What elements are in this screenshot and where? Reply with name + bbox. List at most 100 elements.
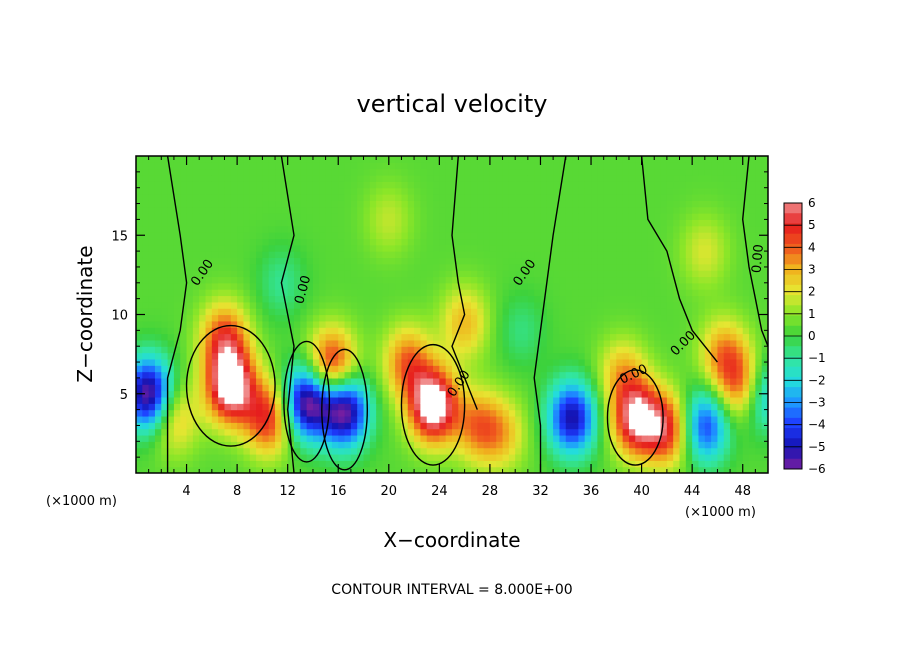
heat-cell — [173, 308, 181, 316]
heat-cell — [565, 371, 573, 379]
heat-cell — [300, 219, 308, 227]
heat-cell — [597, 257, 605, 265]
heat-cell — [142, 390, 150, 398]
heat-cell — [382, 409, 390, 417]
heat-cell — [730, 238, 737, 246]
heat-cell — [186, 422, 194, 430]
heat-cell — [401, 213, 409, 220]
heat-cell — [148, 232, 156, 240]
heat-cell — [730, 219, 737, 227]
heat-cell — [717, 206, 725, 214]
heat-cell — [527, 301, 535, 309]
heat-cell — [287, 270, 295, 278]
heat-cell — [344, 219, 352, 227]
heat-cell — [199, 251, 207, 259]
heat-cell — [610, 428, 617, 436]
heat-cell — [628, 453, 636, 461]
heat-cell — [173, 282, 181, 290]
heat-cell — [584, 308, 592, 316]
heat-cell — [180, 232, 188, 240]
heat-cell — [376, 168, 384, 176]
heat-cell — [180, 396, 188, 404]
heat-cell — [445, 270, 453, 278]
heat-cell — [256, 251, 263, 259]
heat-cell — [711, 238, 719, 246]
heat-cell — [717, 257, 725, 265]
heat-cell — [319, 200, 327, 208]
heat-cell — [243, 441, 251, 449]
heat-cell — [730, 200, 737, 208]
heat-cell — [312, 371, 320, 379]
heat-cell — [420, 346, 428, 354]
heat-cell — [369, 327, 377, 335]
heat-cell — [496, 352, 504, 360]
heat-cell — [622, 194, 630, 201]
heat-cell — [218, 428, 226, 436]
heat-cell — [692, 181, 700, 189]
heat-cell — [439, 156, 447, 163]
heat-cell — [237, 168, 245, 176]
heat-cell — [654, 352, 662, 360]
heat-cell — [344, 276, 352, 284]
heat-cell — [452, 346, 459, 354]
heat-cell — [565, 428, 573, 436]
heat-cell — [306, 358, 314, 366]
heat-cell — [180, 282, 188, 290]
heat-cell — [262, 219, 270, 227]
heat-cell — [186, 320, 194, 328]
heat-cell — [148, 200, 156, 208]
heat-cell — [294, 403, 301, 411]
heat-cell — [433, 225, 440, 233]
heat-cell — [584, 225, 592, 233]
heat-cell — [464, 371, 472, 379]
heat-cell — [477, 181, 485, 189]
heat-cell — [306, 384, 314, 392]
heat-cell — [338, 289, 346, 297]
heat-cell — [736, 238, 744, 246]
heat-cell — [357, 270, 365, 278]
heat-cell — [262, 308, 270, 316]
heat-cell — [749, 194, 756, 201]
heat-cell — [578, 270, 586, 278]
heat-cell — [287, 308, 295, 316]
heat-cell — [294, 415, 301, 423]
heat-cell — [414, 244, 421, 252]
heat-cell — [679, 175, 687, 182]
heat-cell — [281, 301, 289, 309]
heat-cell — [306, 377, 314, 385]
heat-cell — [458, 181, 466, 189]
heat-cell — [243, 308, 251, 316]
heat-cell — [161, 339, 169, 347]
heat-cell — [711, 168, 719, 176]
heat-cell — [749, 339, 756, 347]
heat-cell — [470, 403, 478, 411]
heat-cell — [647, 200, 655, 208]
heat-cell — [692, 346, 700, 354]
heat-cell — [331, 175, 339, 182]
heat-cell — [186, 194, 194, 201]
heat-cell — [584, 206, 592, 214]
heat-cell — [489, 238, 497, 246]
heat-cell — [382, 238, 390, 246]
heat-cell — [679, 358, 687, 366]
heat-cell — [553, 175, 561, 182]
heat-cell — [186, 289, 194, 297]
heat-cell — [761, 225, 768, 233]
heat-cell — [256, 441, 263, 449]
heat-cell — [268, 251, 276, 259]
heat-cell — [287, 257, 295, 265]
heat-cell — [654, 194, 662, 201]
heat-cell — [154, 390, 162, 398]
heat-cell — [730, 441, 737, 449]
heat-cell — [723, 384, 731, 392]
heat-cell — [218, 390, 226, 398]
heat-cell — [540, 441, 548, 449]
heat-cell — [331, 346, 339, 354]
heat-cell — [142, 333, 150, 341]
heat-cell — [584, 333, 592, 341]
heat-cell — [331, 365, 339, 373]
heat-cell — [704, 200, 712, 208]
heat-cell — [414, 377, 421, 385]
heat-cell — [622, 200, 630, 208]
heat-cell — [350, 308, 358, 316]
